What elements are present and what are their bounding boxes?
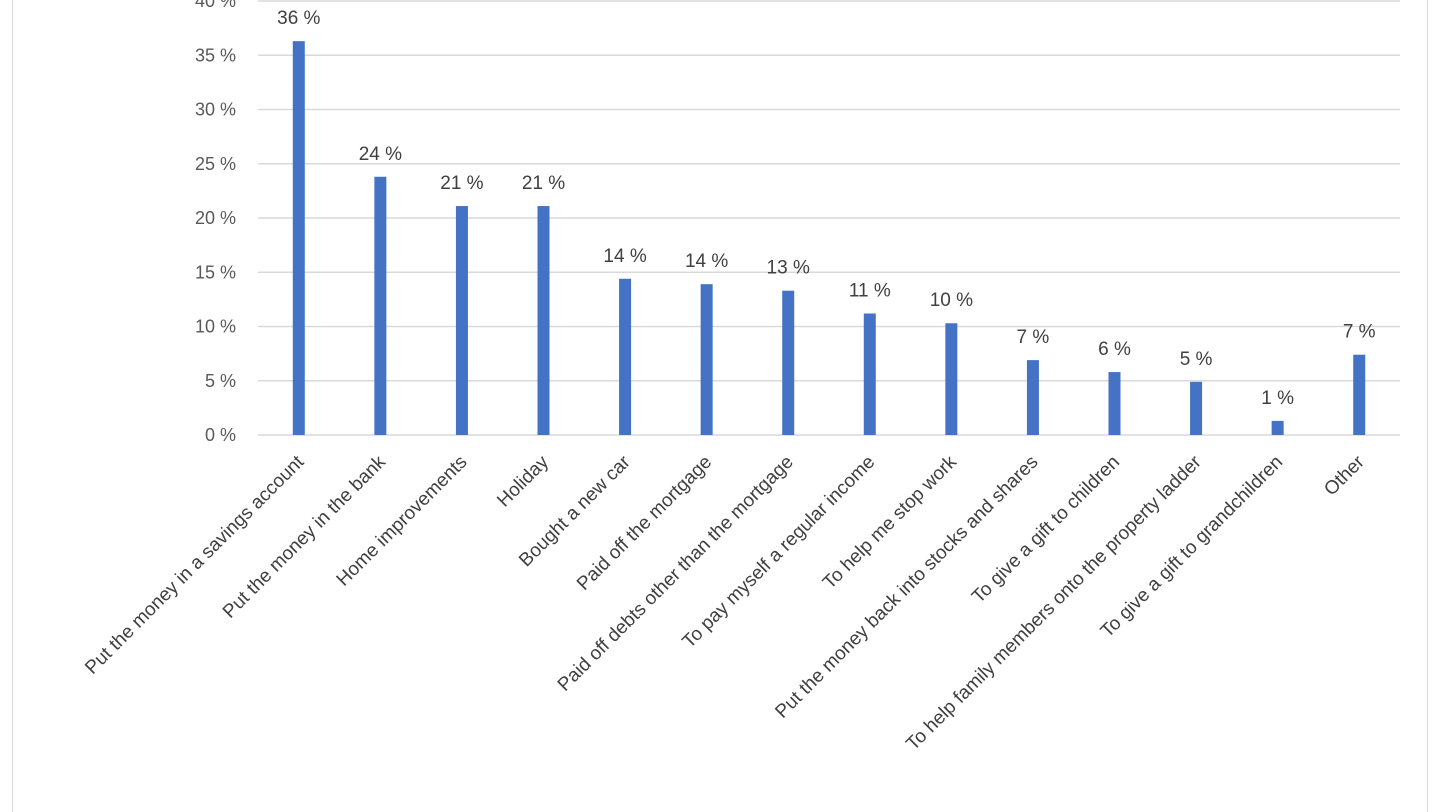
y-tick-label: 40 % — [195, 0, 236, 11]
y-tick-label: 35 % — [195, 45, 236, 65]
bar — [863, 313, 876, 435]
category-label: To give a gift to children — [968, 452, 1124, 608]
data-label: 5 % — [1180, 349, 1213, 370]
data-label: 24 % — [359, 144, 402, 165]
category-label: To give a gift to grandchildren — [1097, 452, 1287, 642]
data-label: 1 % — [1261, 388, 1294, 409]
bar — [782, 290, 795, 435]
y-tick-label: 20 % — [195, 208, 236, 228]
category-label: To help me stop work — [819, 451, 961, 593]
bar — [1108, 372, 1121, 435]
data-label: 7 % — [1017, 327, 1050, 348]
data-label: 14 % — [603, 246, 646, 267]
y-tick-label: 0 % — [205, 425, 236, 445]
bar — [292, 41, 305, 436]
category-label: Paid off the mortgage — [573, 452, 716, 595]
bar — [945, 323, 958, 435]
y-tick-label: 5 % — [205, 371, 236, 391]
data-label: 14 % — [685, 251, 728, 272]
category-label: To help family members onto the property… — [903, 451, 1207, 755]
bar — [374, 176, 387, 435]
y-tick-label: 30 % — [195, 100, 236, 120]
y-tick-label: 10 % — [195, 317, 236, 337]
bar — [1026, 360, 1039, 435]
category-label: Other — [1320, 451, 1369, 500]
category-label: Put the money in the bank — [219, 451, 390, 622]
bar — [537, 206, 550, 435]
y-tick-label: 15 % — [195, 262, 236, 282]
bar — [1271, 420, 1284, 435]
data-label: 36 % — [277, 8, 320, 29]
data-label: 13 % — [767, 258, 810, 279]
data-label: 10 % — [930, 290, 973, 311]
data-label: 21 % — [440, 173, 483, 194]
bar — [1353, 354, 1366, 435]
bar — [619, 278, 632, 435]
bar — [455, 206, 468, 435]
data-label: 6 % — [1098, 339, 1131, 360]
y-tick-label: 25 % — [195, 154, 236, 174]
category-label: Holiday — [493, 451, 553, 511]
data-label: 11 % — [849, 280, 891, 301]
chart-frame — [12, 0, 1428, 812]
data-label: 21 % — [522, 173, 565, 194]
bar — [1190, 381, 1203, 435]
bar — [700, 284, 713, 435]
data-label: 7 % — [1343, 322, 1376, 343]
